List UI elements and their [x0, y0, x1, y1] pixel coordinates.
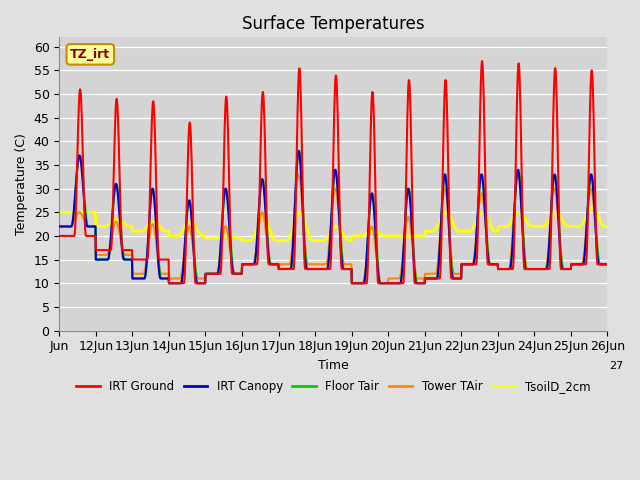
Title: Surface Temperatures: Surface Temperatures	[242, 15, 425, 33]
X-axis label: Time: Time	[318, 359, 349, 372]
Y-axis label: Temperature (C): Temperature (C)	[15, 133, 28, 235]
Text: TZ_irt: TZ_irt	[70, 48, 110, 61]
Text: 27: 27	[609, 361, 623, 371]
Legend: IRT Ground, IRT Canopy, Floor Tair, Tower TAir, TsoilD_2cm: IRT Ground, IRT Canopy, Floor Tair, Towe…	[71, 375, 595, 398]
